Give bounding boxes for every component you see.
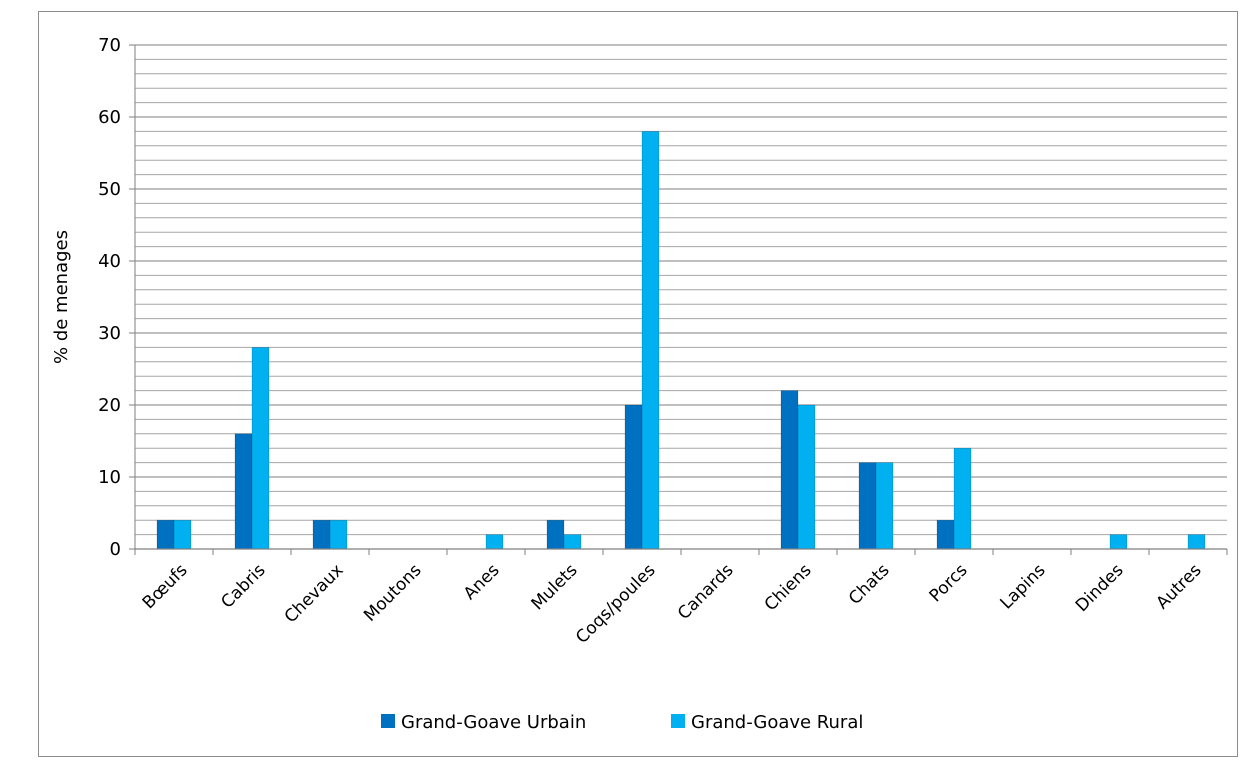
legend-label: Grand-Goave Urbain <box>401 712 586 733</box>
y-tick-label: 30 <box>98 323 121 344</box>
x-category-label: Canards <box>674 560 738 624</box>
legend: Grand-Goave Urbain Grand-Goave Rural <box>381 712 863 733</box>
bar-rural <box>1187 534 1206 550</box>
legend-swatch <box>381 714 395 728</box>
y-tick-label: 50 <box>98 179 121 200</box>
bar-urbain <box>312 519 331 550</box>
bar-urbain <box>780 390 799 550</box>
bar-rural <box>329 519 348 550</box>
x-category-label: Mulets <box>528 560 582 614</box>
bar-rural <box>953 447 972 550</box>
bar-rural <box>485 534 504 550</box>
bar-rural <box>1109 534 1128 550</box>
y-tick-label: 60 <box>98 107 121 128</box>
bar-rural <box>641 131 660 550</box>
y-tick-label: 0 <box>110 539 121 560</box>
bar-urbain <box>156 519 175 550</box>
x-category-label: Bœufs <box>139 560 192 613</box>
x-category-label: Chiens <box>761 560 816 615</box>
bar-rural <box>251 347 270 550</box>
bar-urbain <box>546 519 565 550</box>
x-category-label: Chats <box>845 560 894 609</box>
gridlines <box>135 44 1227 550</box>
bar-urbain <box>624 404 643 550</box>
bar-rural <box>875 462 894 550</box>
legend-swatch <box>671 714 685 728</box>
legend-label: Grand-Goave Rural <box>691 712 863 733</box>
x-category-label: Moutons <box>360 560 426 626</box>
y-tick-label: 40 <box>98 251 121 272</box>
chart-frame <box>38 11 1238 757</box>
bar-rural <box>797 404 816 550</box>
x-category-label: Porcs <box>926 560 972 606</box>
y-tick-label: 70 <box>98 35 121 56</box>
x-category-label: Cabris <box>217 560 269 612</box>
x-category-label: Autres <box>1152 560 1205 613</box>
y-tick-label: 10 <box>98 467 121 488</box>
bar-urbain <box>936 519 955 550</box>
bars <box>156 131 1206 550</box>
bar-urbain <box>234 433 253 550</box>
x-category-label: Dindes <box>1072 560 1128 616</box>
y-axis-title: % de menages <box>51 230 72 364</box>
bar-urbain <box>858 462 877 550</box>
x-category-label: Coqs/poules <box>572 560 660 648</box>
y-tick-label: 20 <box>98 395 121 416</box>
bar-rural <box>173 519 192 550</box>
bar-rural <box>563 534 582 550</box>
x-category-label: Chevaux <box>281 560 348 627</box>
axes: 0 10 20 30 40 50 60 70 Bœufs Cabris Chevaux Moutons… <box>98 35 1228 648</box>
x-category-label: Anes <box>460 560 504 604</box>
x-category-label: Lapins <box>996 560 1049 613</box>
